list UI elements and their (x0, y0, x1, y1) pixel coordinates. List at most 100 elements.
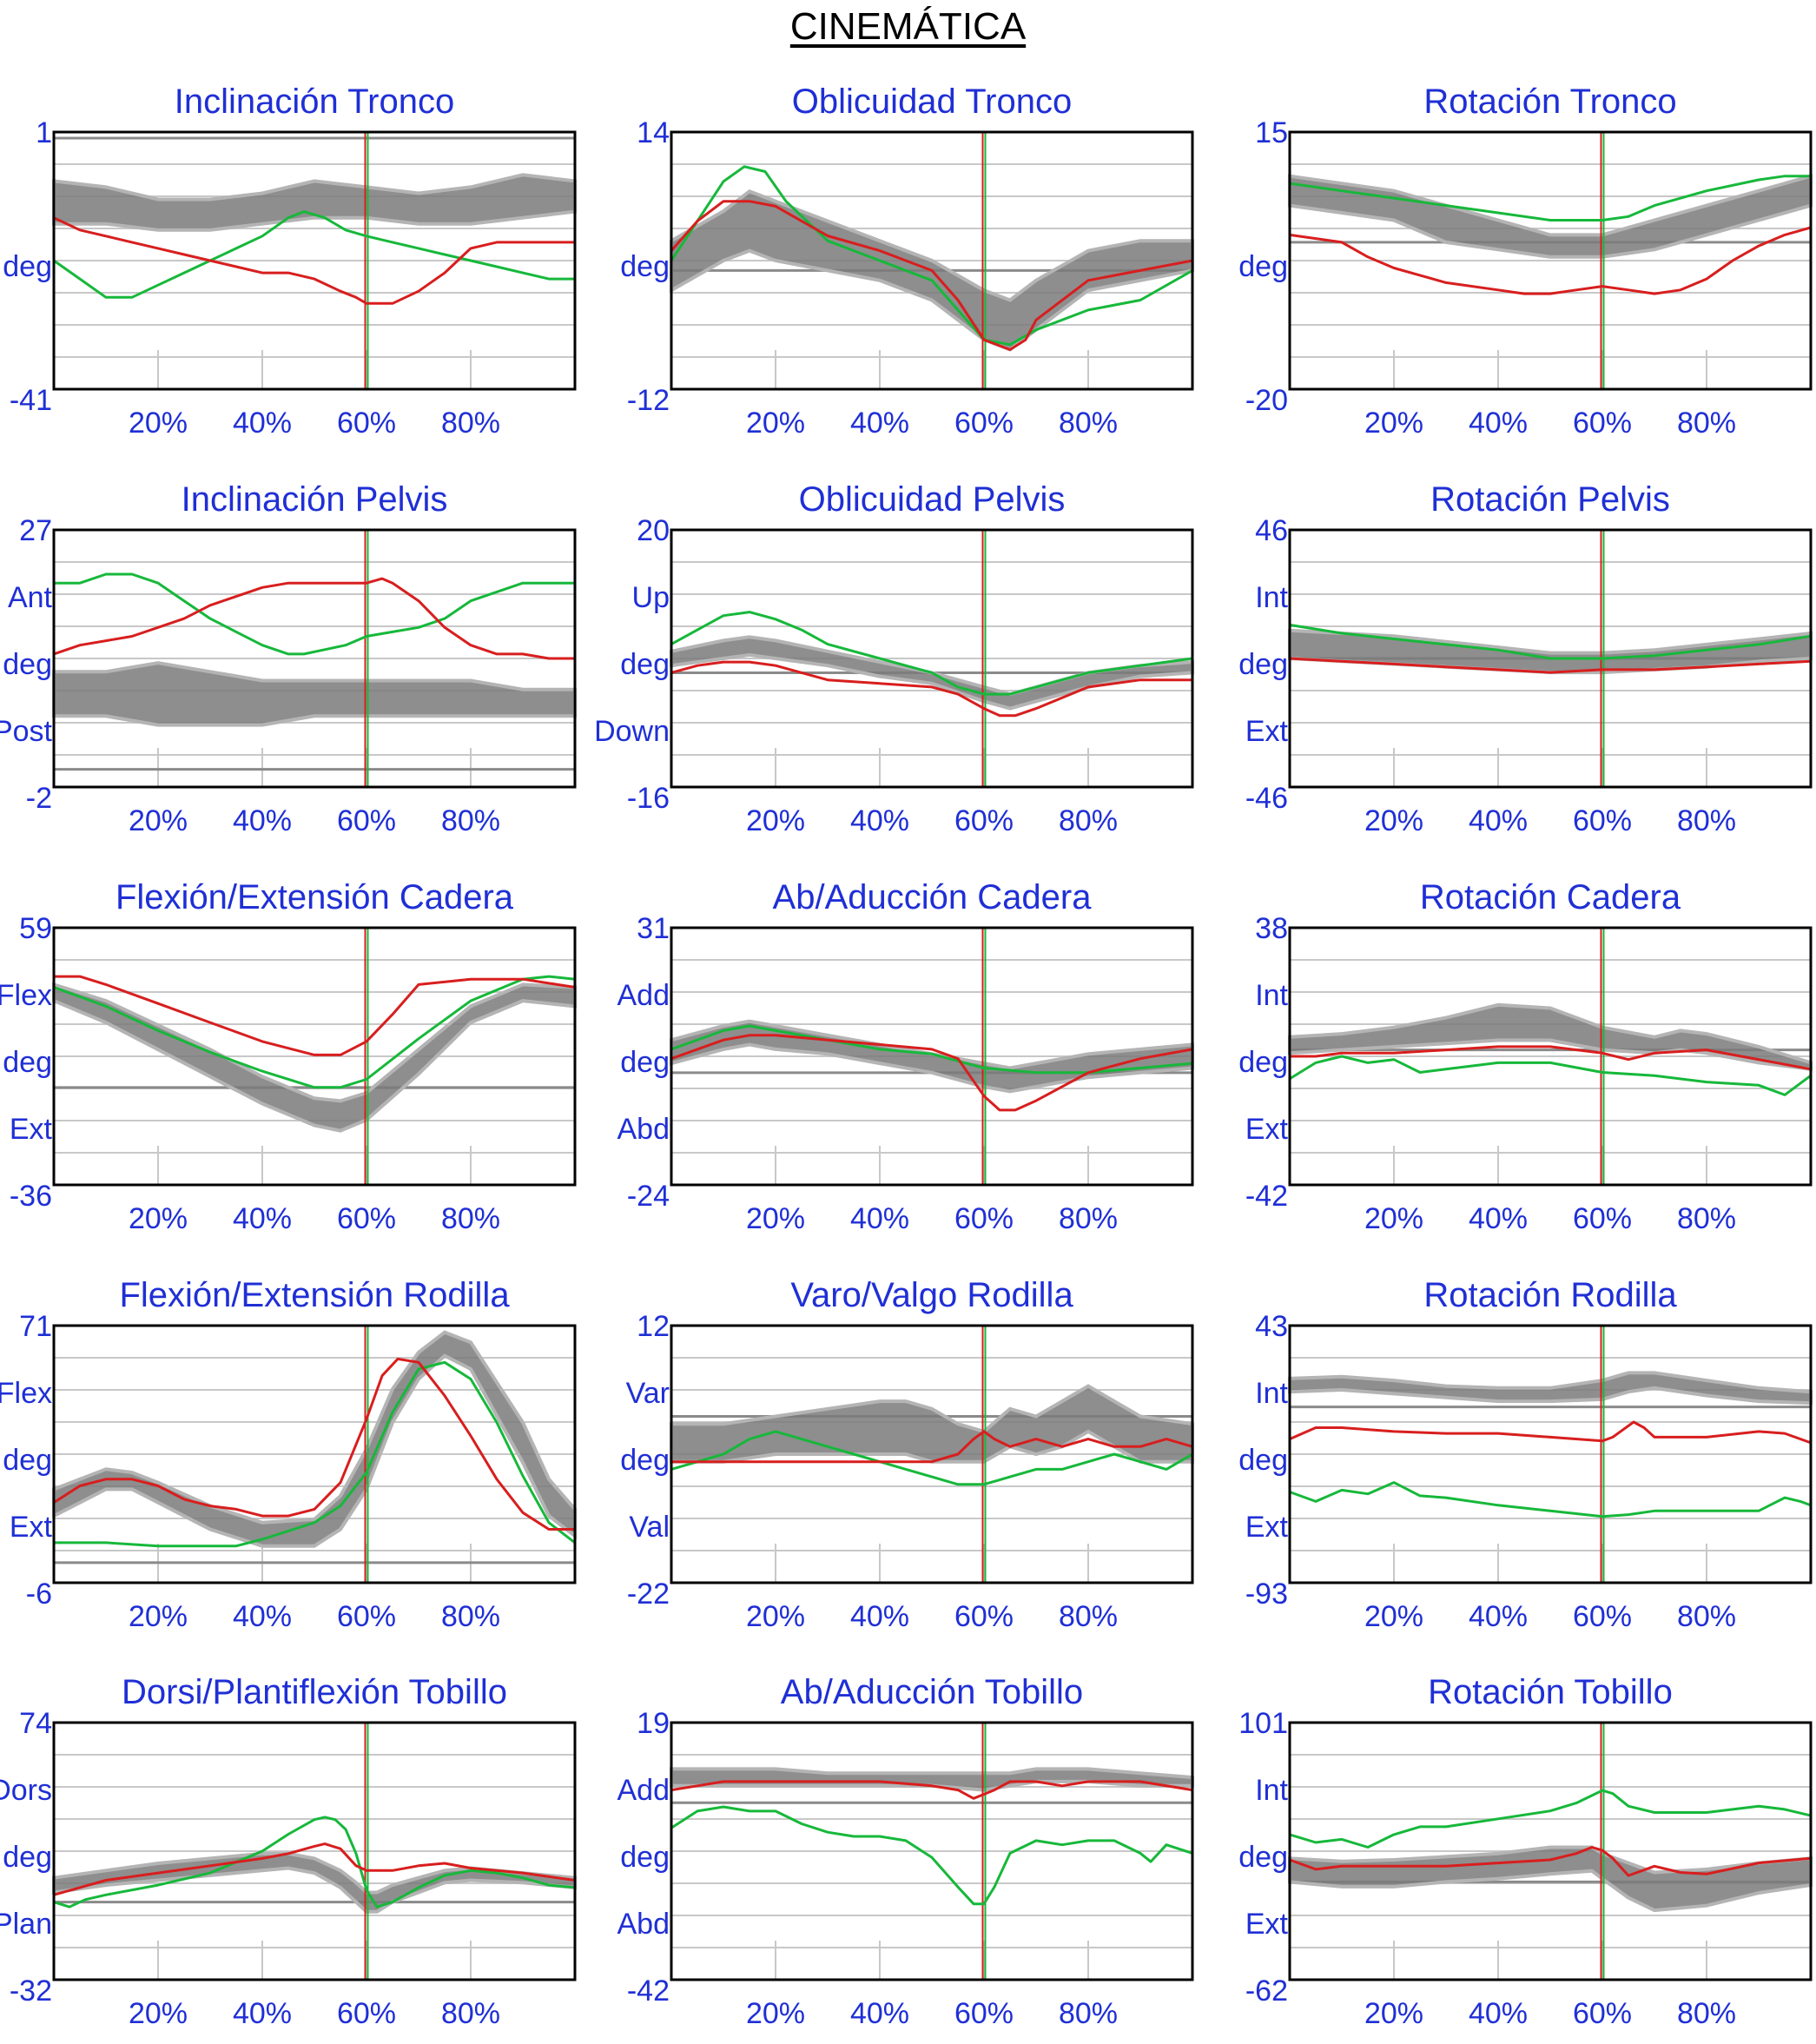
x-tick-label: 80% (441, 804, 500, 837)
y-min-label: -20 (1245, 384, 1288, 417)
x-tick-label: 20% (129, 407, 188, 440)
plot-frame (52, 1721, 577, 1981)
x-tick-label: 80% (441, 1997, 500, 2030)
y-max-label: 27 (19, 514, 52, 547)
y-min-label: -36 (10, 1180, 52, 1213)
x-tick-label: 40% (850, 407, 909, 440)
series-line-green (1289, 623, 1812, 660)
chart-title: Ab/Aducción Tobillo (781, 1673, 1083, 1711)
normative-band (1288, 1371, 1813, 1406)
y-max-label: 71 (19, 1310, 52, 1343)
plot-frame (52, 926, 577, 1187)
y-axis-label: Ext (1245, 1511, 1289, 1544)
x-tick-label: 20% (1364, 804, 1423, 837)
y-axis-label: Up (632, 581, 670, 614)
y-axis-label: Int (1255, 1377, 1288, 1410)
y-max-label: 15 (1255, 116, 1288, 149)
y-axis-label: Abd (617, 1908, 670, 1941)
series-line-red (670, 200, 1193, 351)
x-tick-label: 80% (1059, 1997, 1118, 2030)
x-tick-label: 40% (233, 1997, 292, 2030)
y-max-label: 59 (19, 912, 52, 945)
y-axis-label: deg (3, 1444, 52, 1477)
x-tick-label: 80% (1677, 407, 1736, 440)
x-tick-label: 20% (746, 1600, 805, 1633)
x-tick-label: 80% (1059, 1600, 1118, 1633)
x-tick-label: 60% (954, 1202, 1014, 1235)
series-line-green (670, 1024, 1193, 1075)
x-tick-label: 20% (1364, 1600, 1423, 1633)
x-tick-label: 40% (1469, 1600, 1528, 1633)
x-tick-label: 80% (441, 1202, 500, 1235)
x-tick-label: 20% (746, 804, 805, 837)
y-axis-label: deg (1238, 648, 1288, 681)
y-min-label: -42 (1245, 1180, 1288, 1213)
chart-panel: Rotación Tobillo 101 -62 Int deg Ext 20% 40% 60%… (1238, 1673, 1813, 2030)
normative-band (1288, 174, 1813, 259)
x-tick-label: 60% (337, 804, 396, 837)
series-line-red (53, 1842, 576, 1896)
normative-band (1288, 1002, 1813, 1072)
series-line-red (1289, 1420, 1812, 1445)
y-max-label: 19 (637, 1707, 670, 1740)
x-tick-label: 80% (1677, 804, 1736, 837)
y-max-label: 74 (19, 1707, 52, 1740)
y-min-label: -93 (1245, 1578, 1288, 1611)
x-tick-label: 60% (337, 1600, 396, 1633)
plot-frame (670, 926, 1194, 1187)
normative-band (670, 1384, 1194, 1464)
chart-panel: Rotación Rodilla 43 -93 Int deg Ext 20% 40% 60% 8… (1238, 1276, 1813, 1633)
series-line-red (671, 1430, 1193, 1464)
y-axis-label: deg (1238, 1046, 1288, 1079)
x-tick-label: 80% (1059, 407, 1118, 440)
y-axis-label: Ext (1245, 1908, 1289, 1941)
chart-title: Inclinación Tronco (175, 83, 454, 121)
series-line-red (1289, 226, 1812, 295)
x-tick-label: 20% (129, 1202, 188, 1235)
y-axis-label: Ext (10, 1511, 53, 1544)
chart-title: Oblicuidad Pelvis (799, 480, 1066, 519)
chart-title: Rotación Tobillo (1428, 1673, 1673, 1711)
x-tick-label: 40% (233, 804, 292, 837)
chart-panel: Rotación Cadera 38 -42 Int deg Ext 20% 40% 60% 80… (1238, 878, 1813, 1235)
y-max-label: 43 (1255, 1310, 1288, 1343)
x-tick-label: 40% (850, 804, 909, 837)
y-axis-label: deg (3, 250, 52, 283)
chart-title: Rotación Pelvis (1430, 480, 1670, 519)
y-axis-label: Flex (0, 1377, 52, 1410)
x-tick-label: 20% (746, 1202, 805, 1235)
y-axis-label: deg (620, 1046, 670, 1079)
chart-title: Flexión/Extensión Cadera (116, 878, 514, 916)
chart-panel: Ab/Aducción Cadera 31 -24 Add deg Abd 20% 40% 60… (617, 878, 1194, 1235)
page-title: CINEMÁTICA (789, 5, 1027, 48)
normative-band (1288, 1845, 1813, 1913)
x-tick-label: 80% (1677, 1202, 1736, 1235)
series-line-green (54, 1360, 576, 1548)
normative-band (52, 173, 577, 232)
y-axis-label: Val (629, 1511, 670, 1544)
series-line-green (1289, 1481, 1812, 1518)
series-line-green (670, 1805, 1193, 1906)
y-min-label: -6 (26, 1578, 52, 1611)
x-tick-label: 20% (129, 1997, 188, 2030)
plot-frame (1288, 926, 1813, 1187)
plot-frame (670, 528, 1194, 789)
y-axis-label: deg (3, 1046, 52, 1079)
plot-frame (670, 1324, 1194, 1584)
x-tick-label: 20% (746, 1997, 805, 2030)
y-max-label: 20 (637, 514, 670, 547)
x-tick-label: 40% (850, 1202, 909, 1235)
normative-band (52, 1330, 577, 1548)
series-line-red (670, 1780, 1193, 1800)
chart-title: Rotación Rodilla (1423, 1276, 1677, 1314)
plot-frame (1288, 528, 1813, 789)
x-tick-label: 20% (1364, 1202, 1423, 1235)
x-tick-label: 80% (441, 1600, 500, 1633)
x-tick-label: 60% (954, 804, 1014, 837)
x-tick-label: 60% (1573, 1997, 1632, 2030)
chart-panel: Inclinación Pelvis 27 -2 Ant deg Post 20% 40% 60… (0, 480, 577, 837)
x-tick-label: 40% (233, 1202, 292, 1235)
series-line-green (1289, 175, 1811, 222)
x-tick-label: 60% (1573, 804, 1632, 837)
